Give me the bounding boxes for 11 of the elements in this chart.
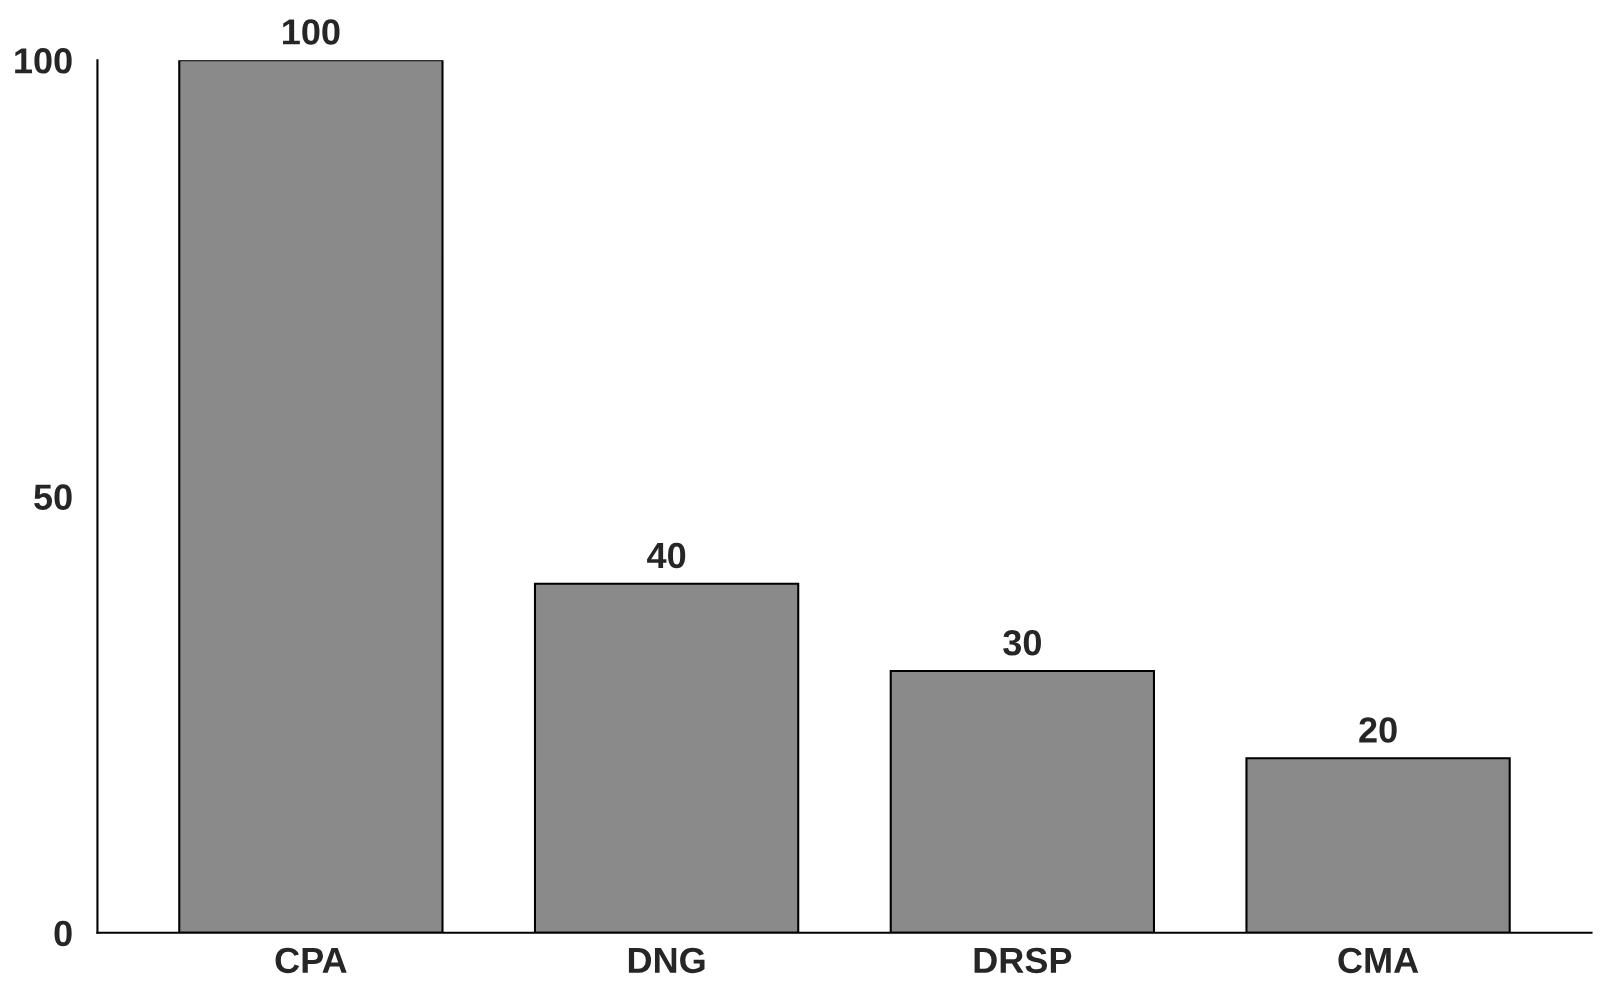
data-label: 30 (1003, 629, 1041, 656)
x-tick-label: CMA (1338, 947, 1419, 974)
data-label: 100 (283, 19, 340, 45)
x-tick-label: CPA (275, 947, 347, 974)
data-label: 40 (647, 542, 686, 569)
y-tick-label: 0 (54, 920, 72, 947)
x-tick-label: DNG (628, 947, 705, 974)
y-tick-label: 100 (15, 48, 72, 74)
x-tick-label: DRSP (974, 947, 1072, 974)
y-tick-label: 50 (34, 484, 72, 510)
data-label: 20 (1359, 717, 1397, 743)
